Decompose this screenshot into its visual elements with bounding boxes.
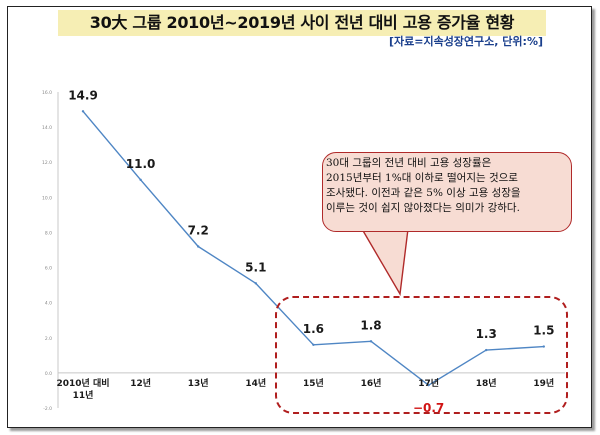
y-tick-label: 2.0 — [45, 336, 52, 342]
y-tick-label: 10.0 — [42, 195, 52, 201]
x-tick-label: 13년 — [188, 377, 209, 389]
data-point — [485, 348, 488, 352]
y-tick-label: 16.0 — [42, 90, 52, 96]
x-tick-label: 15년 — [303, 377, 324, 389]
data-point — [427, 383, 430, 387]
data-point — [369, 340, 373, 343]
data-label: 1.3 — [476, 327, 497, 341]
y-tick-label: 8.0 — [45, 230, 52, 236]
data-point — [81, 110, 85, 113]
x-tick-label: 16년 — [361, 377, 382, 389]
x-tick-label: 2010년 대비 — [56, 377, 109, 389]
data-label: 1.6 — [303, 322, 324, 336]
x-tick-label: 11년 — [73, 389, 94, 401]
source-note: [자료=지속성장연구소, 단위:%] — [388, 35, 543, 48]
highlight-box — [275, 296, 568, 414]
y-tick-label: 14.0 — [42, 125, 52, 131]
x-tick-label: 17년 — [418, 377, 439, 389]
annotation-callout — [322, 152, 572, 232]
x-tick-label: 18년 — [476, 377, 497, 389]
chart-title: 30大 그룹 2010년~2019년 사이 전년 대비 고용 증가율 현황 — [58, 10, 546, 36]
data-label: −0.7 — [413, 401, 444, 415]
x-tick-label: 14년 — [245, 377, 266, 389]
callout-pointer — [360, 226, 409, 297]
y-tick-label: 0.0 — [45, 371, 52, 377]
data-label: 1.5 — [533, 324, 554, 338]
y-tick-label: 12.0 — [42, 160, 52, 166]
data-label: 1.8 — [360, 318, 381, 332]
data-point — [197, 245, 200, 248]
data-point — [139, 178, 142, 181]
annotation-text: 30대 그룹의 전년 대비 고용 성장률은 2015년부터 1%대 이하로 떨어… — [326, 157, 521, 214]
data-point — [542, 345, 545, 348]
x-tick-label: 12년 — [130, 377, 151, 389]
data-point — [312, 343, 315, 346]
data-point — [254, 282, 257, 285]
data-label: 7.2 — [188, 223, 209, 237]
y-tick-label: 4.0 — [45, 301, 52, 307]
y-tick-label: -2.0 — [43, 406, 52, 412]
data-label: 5.1 — [245, 260, 266, 274]
x-tick-label: 19년 — [533, 377, 554, 389]
data-label: 11.0 — [126, 157, 156, 171]
y-tick-label: 6.0 — [45, 266, 52, 272]
data-label: 14.9 — [68, 88, 98, 102]
